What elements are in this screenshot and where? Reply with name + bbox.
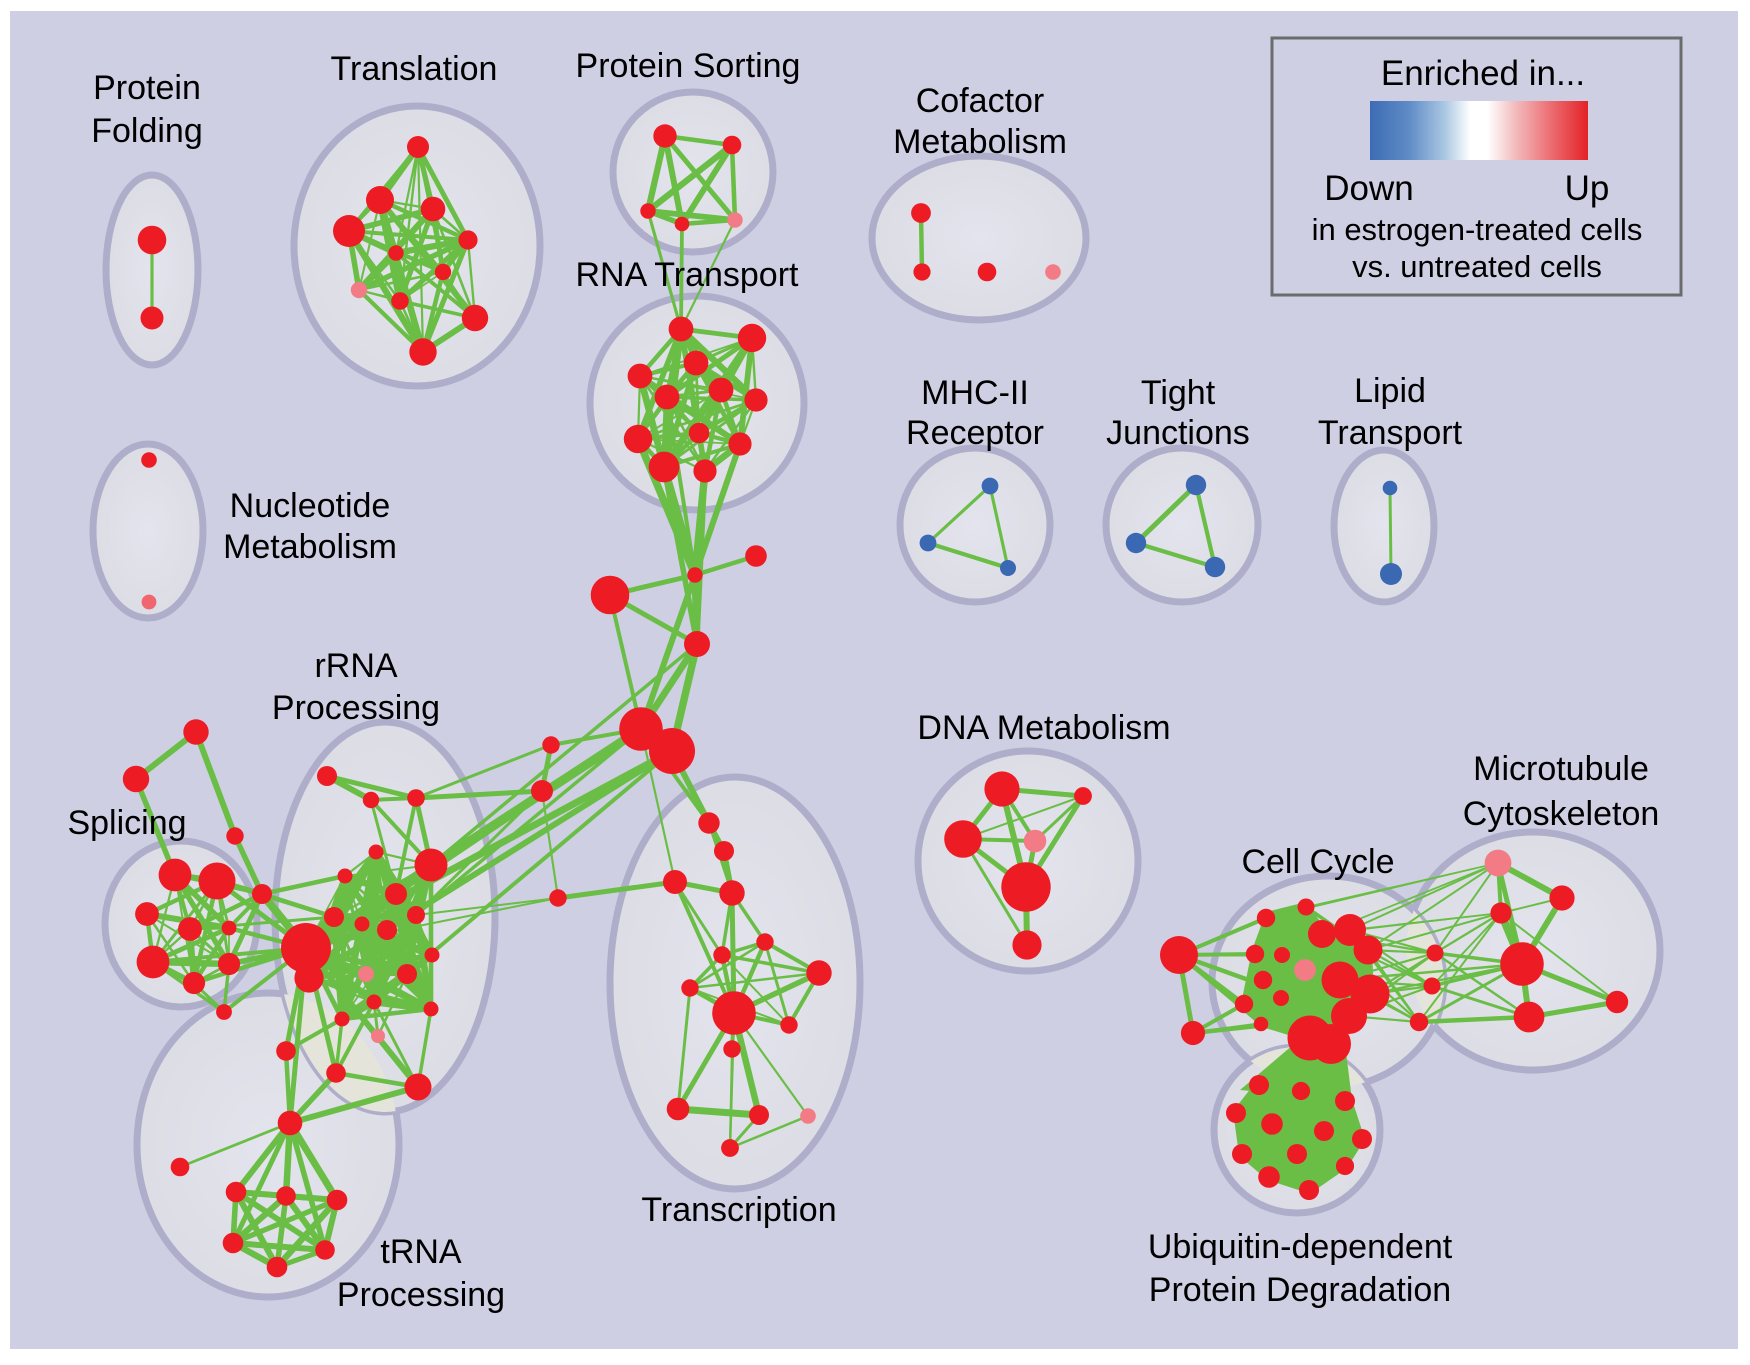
- svg-text:Cell Cycle: Cell Cycle: [1241, 843, 1394, 881]
- svg-text:vs. untreated cells: vs. untreated cells: [1352, 249, 1602, 284]
- svg-text:Folding: Folding: [91, 112, 203, 150]
- svg-text:Tight: Tight: [1141, 374, 1216, 412]
- svg-text:RNA Transport: RNA Transport: [576, 256, 800, 294]
- svg-text:rRNA: rRNA: [314, 647, 397, 685]
- svg-text:Protein Sorting: Protein Sorting: [576, 47, 801, 85]
- svg-text:Processing: Processing: [272, 689, 440, 727]
- svg-text:Cofactor: Cofactor: [916, 82, 1045, 120]
- svg-text:Splicing: Splicing: [67, 804, 186, 842]
- svg-text:in estrogen-treated cells: in estrogen-treated cells: [1312, 212, 1643, 247]
- svg-text:Receptor: Receptor: [906, 414, 1044, 452]
- svg-text:Translation: Translation: [331, 50, 498, 88]
- svg-text:Microtubule: Microtubule: [1473, 750, 1649, 788]
- svg-text:MHC-II: MHC-II: [921, 374, 1029, 412]
- svg-text:Transport: Transport: [1318, 414, 1463, 452]
- svg-text:DNA Metabolism: DNA Metabolism: [917, 709, 1170, 747]
- svg-text:Protein Degradation: Protein Degradation: [1149, 1271, 1451, 1309]
- svg-text:Junctions: Junctions: [1106, 414, 1250, 452]
- svg-text:Ubiquitin-dependent: Ubiquitin-dependent: [1148, 1228, 1453, 1266]
- svg-text:Down: Down: [1324, 169, 1413, 208]
- svg-text:Lipid: Lipid: [1354, 372, 1426, 410]
- svg-text:Metabolism: Metabolism: [893, 123, 1067, 161]
- svg-text:Metabolism: Metabolism: [223, 528, 397, 566]
- svg-text:Cytoskeleton: Cytoskeleton: [1463, 795, 1660, 833]
- svg-text:tRNA: tRNA: [380, 1233, 462, 1271]
- svg-text:Processing: Processing: [337, 1276, 505, 1314]
- svg-text:Protein: Protein: [93, 69, 201, 107]
- svg-text:Nucleotide: Nucleotide: [230, 487, 391, 525]
- svg-text:Up: Up: [1565, 169, 1610, 208]
- svg-text:Enriched in...: Enriched in...: [1381, 54, 1585, 93]
- svg-text:Transcription: Transcription: [641, 1191, 836, 1229]
